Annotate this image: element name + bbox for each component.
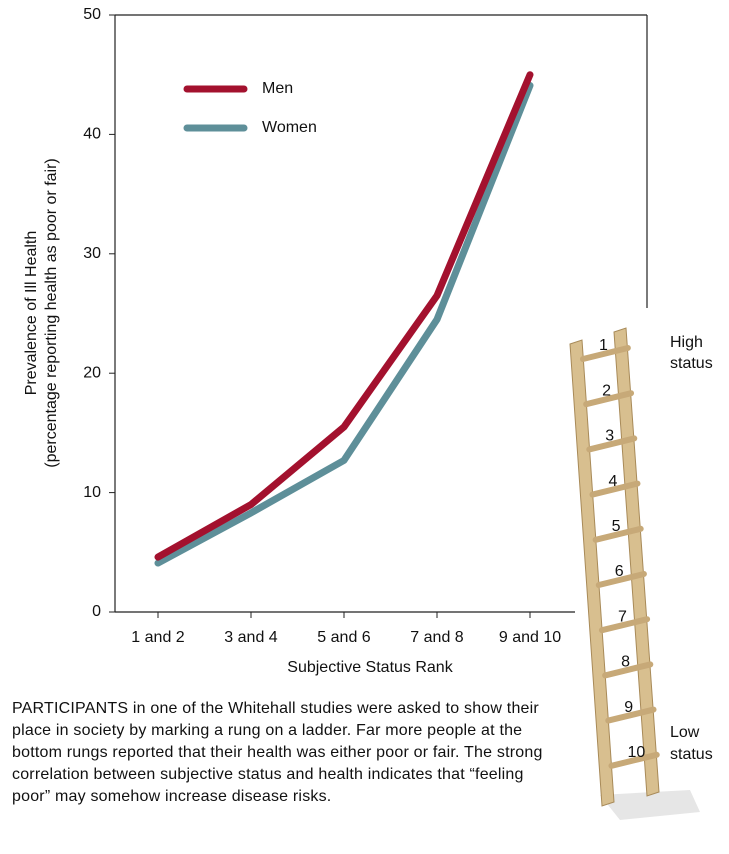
- legend-label: Men: [262, 80, 293, 97]
- ladder-rung: [583, 390, 635, 408]
- ladder-rung: [592, 525, 644, 543]
- caption-text: in one of the Whitehall studies were ask…: [12, 700, 543, 805]
- y-tick-label: 0: [92, 603, 101, 620]
- caption-lead: PARTICIPANTS: [12, 700, 129, 717]
- ladder-rung-label: 4: [608, 473, 617, 490]
- ladder-rung-label: 7: [618, 608, 627, 625]
- ladder-rung: [602, 661, 654, 679]
- ladder-high-label: High: [670, 334, 703, 351]
- y-tick-label: 30: [83, 245, 101, 262]
- x-tick-label: 5 and 6: [317, 629, 370, 646]
- ladder-low-label: status: [670, 746, 713, 763]
- ladder-low-label: Low: [670, 724, 700, 741]
- line-series: [154, 81, 534, 567]
- ladder-rung: [586, 435, 638, 453]
- y-tick-label: 50: [83, 6, 101, 23]
- ladder-rung: [598, 616, 651, 634]
- ladder-rung: [608, 751, 660, 769]
- legend-label: Women: [262, 119, 317, 136]
- y-tick-label: 10: [83, 484, 101, 501]
- ladder: 1 2 3 4 5 6 7 8 9 10: [569, 327, 700, 820]
- ladder-high-label: status: [670, 355, 713, 372]
- x-tick-label: 3 and 4: [224, 629, 277, 646]
- ladder-rail: [613, 327, 660, 797]
- y-tick-label: 20: [83, 364, 101, 381]
- ladder-rung-label: 9: [624, 699, 633, 716]
- line-series: [154, 71, 534, 561]
- y-axis-title: (percentage reporting health as poor or …: [43, 158, 60, 468]
- ladder-rung-label: 2: [602, 382, 611, 399]
- ladder-rung-label: 10: [627, 744, 645, 761]
- y-tick-label: 40: [83, 126, 101, 143]
- x-tick-label: 1 and 2: [131, 629, 184, 646]
- x-tick-label: 7 and 8: [410, 629, 463, 646]
- ladder-rung-label: 5: [612, 518, 621, 535]
- ladder-rung-label: 3: [605, 428, 614, 445]
- frame: [114, 14, 648, 613]
- ladder-shadow: [600, 790, 700, 820]
- ladder-rung: [605, 706, 657, 724]
- y-axis-title: Prevalence of Ill Health: [23, 231, 40, 396]
- ladder-rail: [569, 339, 615, 807]
- ladder-rung: [595, 571, 647, 588]
- x-tick-label: 9 and 10: [499, 629, 561, 646]
- caption: PARTICIPANTS in one of the Whitehall stu…: [12, 698, 552, 808]
- ladder-rung-label: 8: [621, 654, 630, 671]
- x-axis-title: Subjective Status Rank: [287, 659, 453, 676]
- ladder-rung-label: 6: [615, 563, 624, 580]
- ladder-rung: [579, 345, 631, 362]
- ladder-rung-label: 1: [599, 337, 608, 354]
- ladder-rung: [589, 480, 641, 498]
